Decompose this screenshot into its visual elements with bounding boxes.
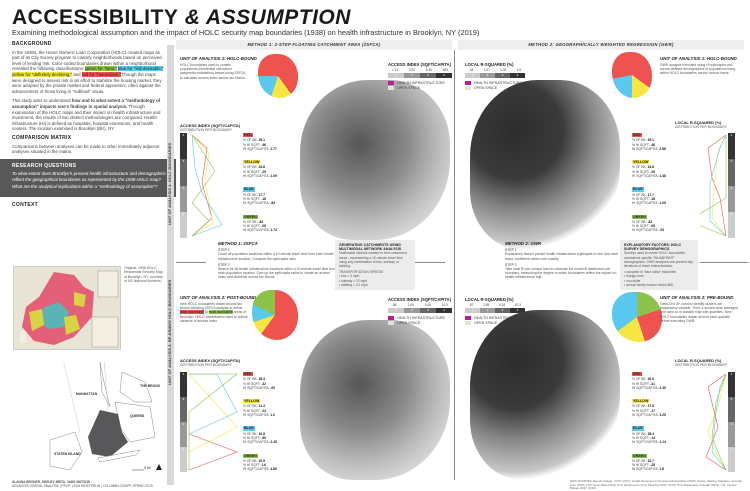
background-text: In the 1930s, the Home Owners' Loan Corp… [12, 49, 164, 94]
method-1-steps: METHOD 1: 2SFCA STEP 1 Count all populati… [218, 241, 336, 280]
poster-subtitle: Examining methodological assumption and … [12, 28, 480, 37]
context-map-caption: Original: 1938 HOLC Residential Security… [124, 266, 164, 284]
q3-mini-map [252, 290, 298, 340]
nyc-context-map: THE BRONX MANHATTAN QUEENS STATEN ISLAND… [40, 281, 170, 477]
q2-dist-title: LOCAL R-SQUARED (%) DISTRIBUTION PER BOUN… [675, 120, 727, 129]
q2-stats: RED% OF BK: 29.1% HI SQFT: .46 HI SQFT/CA… [632, 133, 666, 233]
q1-map [300, 80, 450, 240]
q3-legend: ACCESS INDEX (SQFT/CAPITA) .58 1.64 3.45 10… [388, 297, 452, 325]
poster-title: ACCESSIBILITY & ASSUMPTION [12, 6, 351, 29]
q2-label: UNIT OF ANALYSIS 1: HOLC-BOUND [660, 56, 737, 61]
demographics-info-box: EXPLANATORY FACTORS: HOLC SURVEY DEMOGRA… [620, 240, 698, 291]
q1-parallel-plot [191, 134, 223, 237]
vertical-divider [454, 50, 455, 480]
north-arrow-icon [156, 464, 162, 470]
comparison-text: Comparisons between analyses can be made… [12, 143, 160, 155]
method-2-header: METHOD 2: GEOGRAPHICALLY WEIGHTED REGRES… [458, 40, 744, 50]
credits: ALANNA BRONER, SHELBY BRITA, JADE WATSON… [12, 480, 153, 488]
q1-label: UNIT OF ANALYSIS 1: HOLC-BOUND [180, 56, 257, 61]
h-divider-right [700, 262, 748, 263]
h-divider-left [176, 262, 206, 263]
q3-dist-title: ACCESS INDEX (SQFT/CAPITA) DISTRIBUTION P… [180, 358, 241, 367]
q2-mini-map [612, 52, 652, 98]
background-heading: BACKGROUND [12, 41, 52, 47]
q3-stats: RED% OF BK: 26.3% HI SQFT: .32 HI SQFT/CA… [243, 372, 277, 472]
q1-stats: RED% OF BK: 29.1% HI SQFT: .46 HI SQFT/CA… [243, 133, 277, 233]
context-heading: CONTEXT [12, 202, 38, 209]
catchment-info-box: GENERATING CATCHMENTS USING MULTIMODAL N… [335, 240, 415, 291]
label-queens: QUEENS [130, 414, 145, 418]
row1-sidebar: UNIT OF ANALYSIS 1: HOLC BOUNDARIES [167, 45, 174, 245]
q4-desc: Getis-Ord Gi* used to identify clusters … [660, 302, 738, 323]
method-1-header: METHOD 1: 2-STEP FLOATING CATCHMENT AREA… [176, 40, 452, 50]
q4-label: UNIT OF ANALYSIS 2: PRE-BOUND [660, 295, 734, 300]
q1-mini-map [258, 54, 298, 98]
label-staten-island: STATEN ISLAND [54, 452, 81, 456]
q4-map [470, 310, 620, 480]
row1-label: UNIT OF ANALYSIS 1: HOLC BOUNDARIES [167, 142, 172, 225]
holc-original-map [13, 266, 121, 350]
research-heading: RESEARCH QUESTIONS [12, 162, 77, 169]
q1-dist-title: ACCESS INDEX (SQFT/CAPITA) DISTRIBUTION P… [180, 123, 241, 132]
data-sources: DATA SOURCES: Baruch College, CUNY (2017… [570, 479, 743, 491]
q3-label: UNIT OF ANALYSIS 2: POST-BOUND [180, 295, 257, 300]
comparison-heading: COMPARISON MATRIX [12, 134, 72, 141]
row2-sidebar: UNIT OF ANALYSIS 2: RE-DRAWN HOLC BOUNDA… [167, 245, 174, 485]
q1-legend: ACCESS INDEX (SQFT/CAPITA) 1.11 2.92 6.36 6… [388, 62, 452, 90]
research-question-1: To what extent does Brooklyn's present h… [12, 171, 166, 182]
q3-desc: New HOLC boundaries drawn around tax blo… [180, 302, 248, 323]
q2-parallel-plot [700, 134, 727, 237]
q2-map [470, 80, 620, 250]
label-manhattan: MANHATTAN [76, 392, 98, 396]
q4-stats: RED% OF BK: 20.9% HI SQFT: .41 HI SQFT/CA… [632, 372, 666, 472]
q4-dist-title: LOCAL R-SQUARED (%) DISTRIBUTION PER BOUN… [675, 358, 727, 367]
study-aim-text: This study aims to understand how and to… [12, 98, 161, 132]
q3-map [300, 320, 450, 480]
q1-desc: HOLC boundaries used to contain populati… [180, 63, 246, 80]
research-questions-panel: RESEARCH QUESTIONS To what extent does B… [0, 158, 176, 198]
q3-parallel-plot [188, 373, 238, 471]
q4-parallel-plot [705, 373, 727, 471]
h-divider-mid [415, 262, 445, 263]
scale-label: 5 MI [144, 466, 151, 470]
research-question-2: What are the analytical implications wit… [12, 184, 158, 190]
row2-label: UNIT OF ANALYSIS 2: RE-DRAWN HOLC BOUNDA… [167, 279, 172, 385]
label-bronx: THE BRONX [140, 384, 160, 388]
q4-mini-map [612, 292, 662, 342]
method-2-steps: METHOD 2: GWR STEP 1 Explanatory factors … [505, 241, 619, 280]
q2-desc: GWR analysis executed using HI sqft/capi… [660, 63, 736, 76]
left-column: BACKGROUND In the 1930s, the Home Owners… [0, 41, 176, 211]
